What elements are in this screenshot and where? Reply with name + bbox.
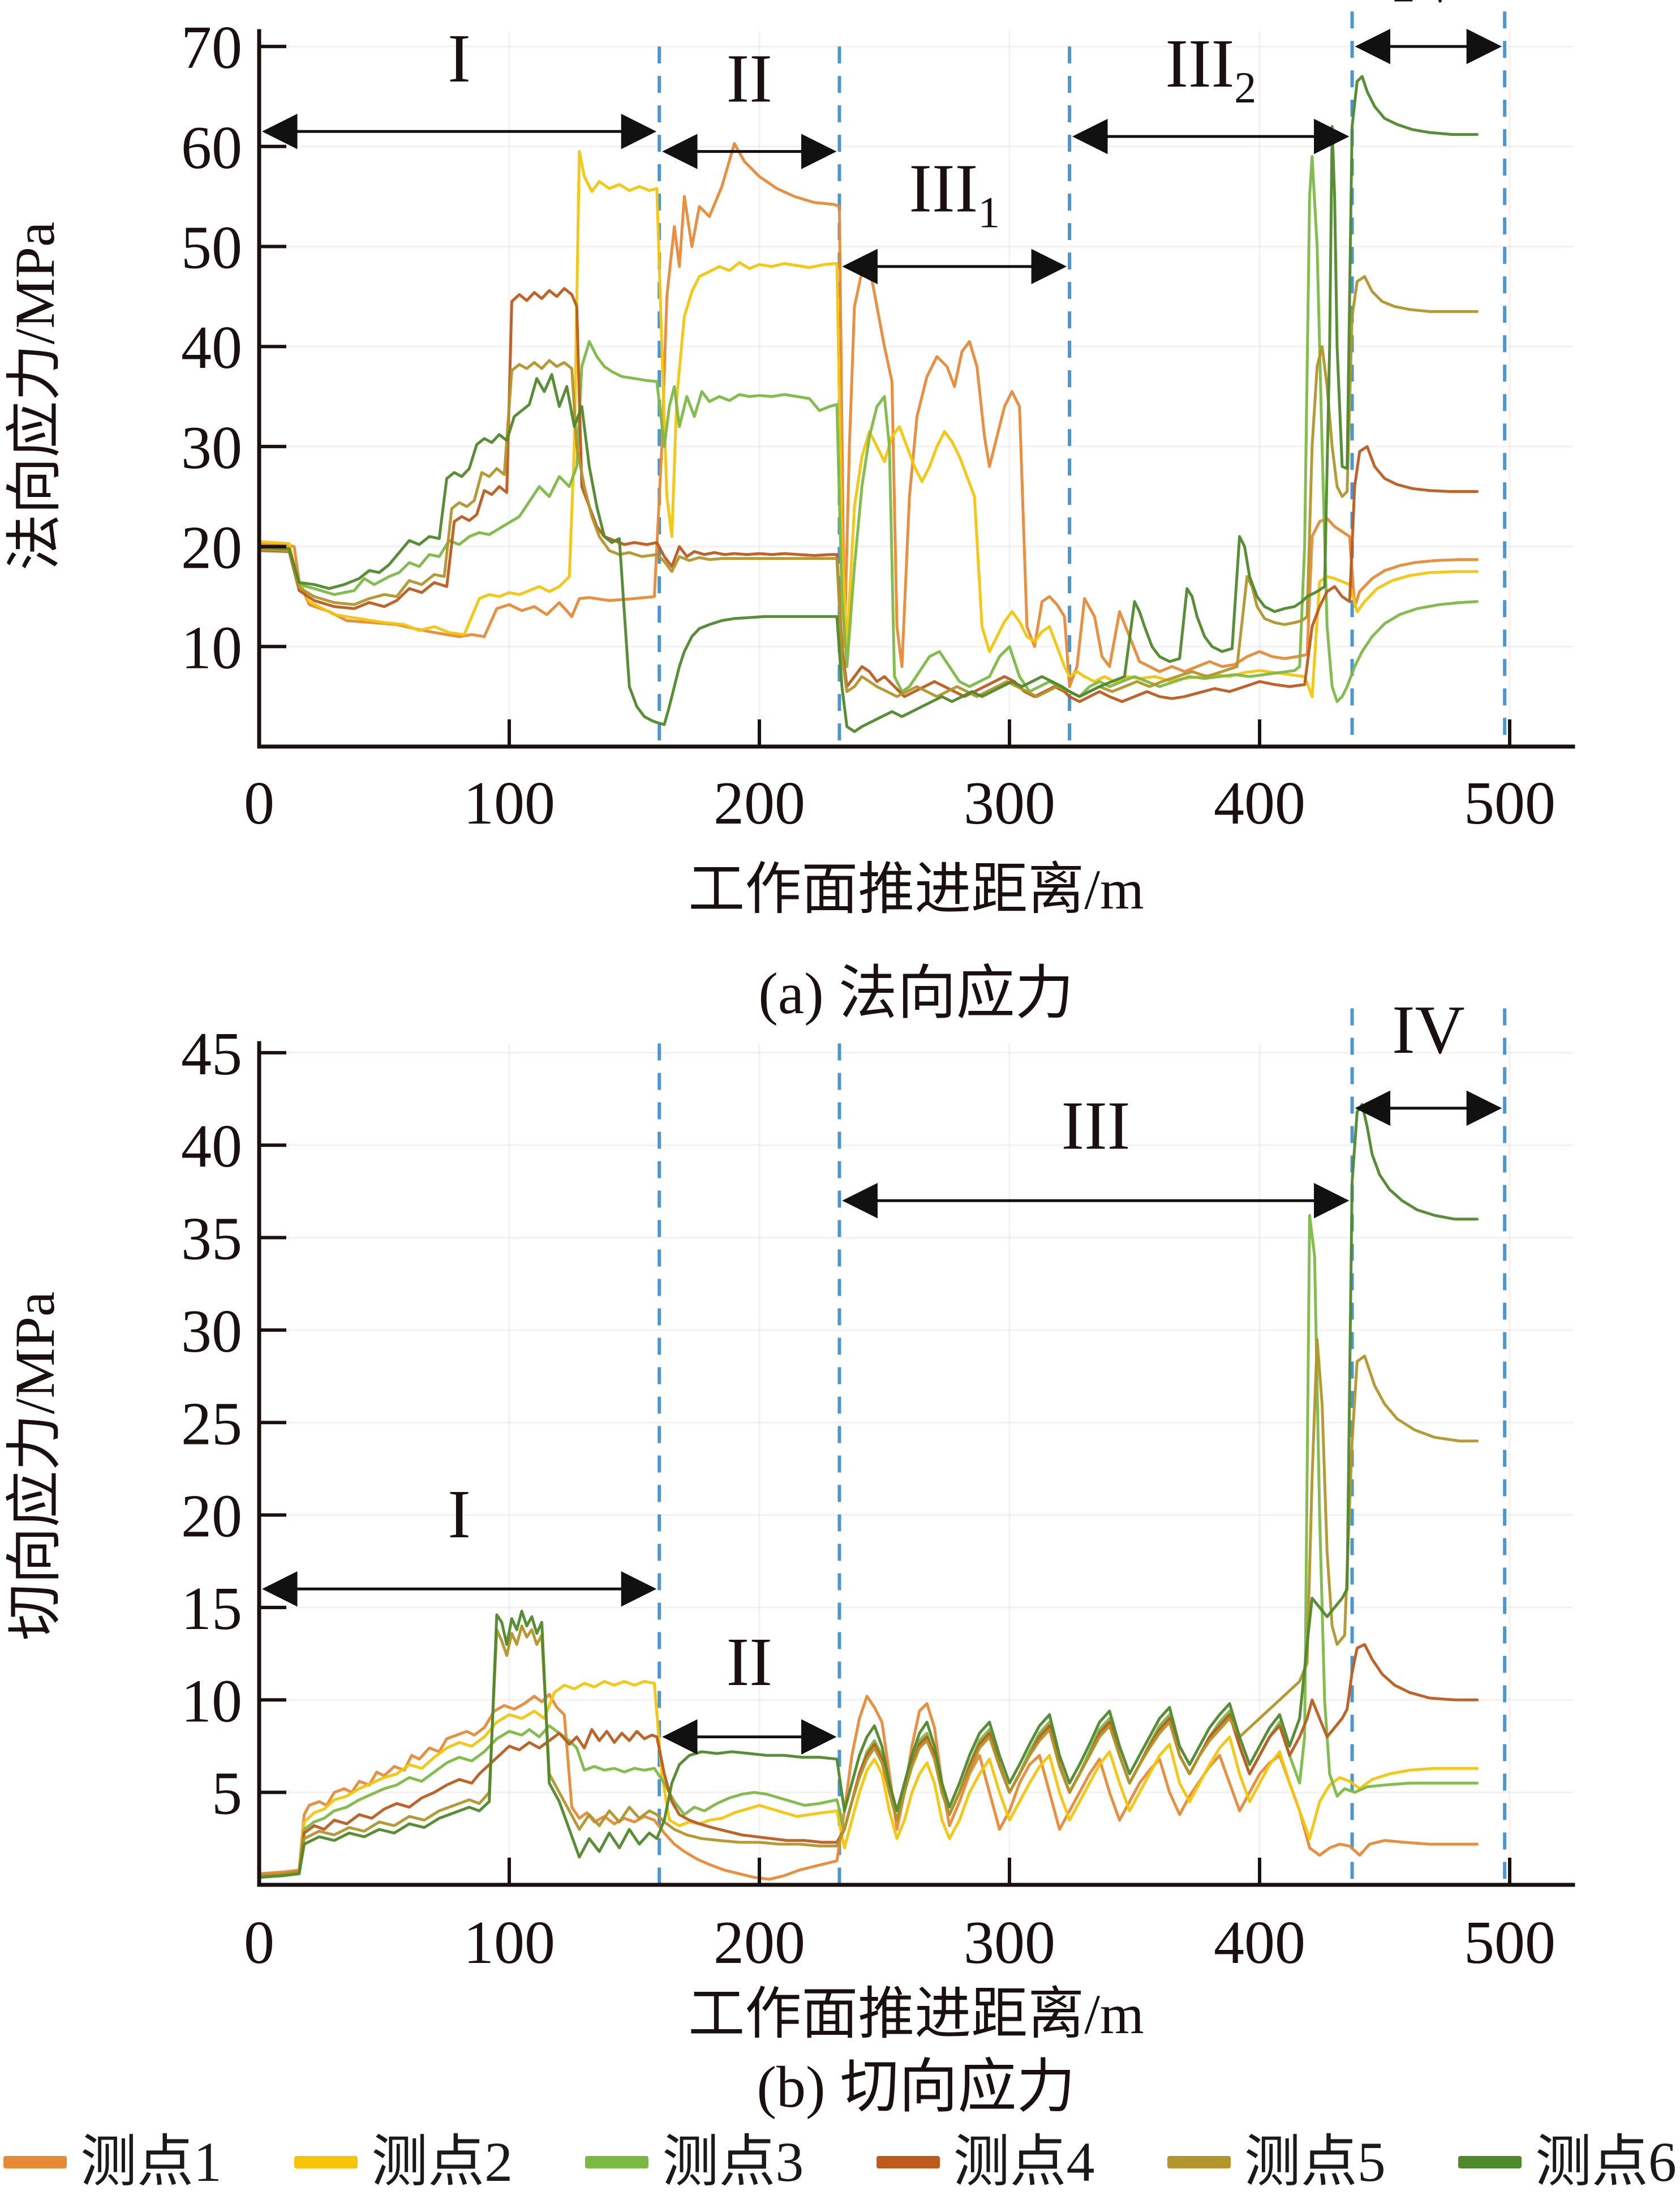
zone-label: IV bbox=[1392, 0, 1465, 17]
series-line bbox=[257, 287, 1479, 703]
axes bbox=[257, 29, 1575, 749]
x-tick-label: 200 bbox=[714, 770, 805, 837]
series-line bbox=[257, 150, 1479, 698]
x-tick-label: 0 bbox=[244, 1909, 274, 1977]
y-tick-label: 40 bbox=[181, 1113, 242, 1180]
series-line bbox=[257, 142, 1479, 688]
y-tick-label: 20 bbox=[181, 515, 242, 582]
x-tick-label: 200 bbox=[714, 1909, 805, 1977]
legend-label-3: 测点3 bbox=[662, 2130, 804, 2193]
zone-label: II bbox=[727, 40, 772, 117]
legend-label-2: 测点2 bbox=[371, 2130, 513, 2193]
zone-label: II bbox=[727, 1624, 772, 1700]
series-line bbox=[257, 1693, 1479, 1881]
legend-label-4: 测点4 bbox=[953, 2130, 1095, 2193]
y-tick-label: 20 bbox=[181, 1483, 242, 1550]
legend-label-5: 测点5 bbox=[1244, 2130, 1386, 2193]
y-tick-label: 10 bbox=[181, 1667, 242, 1735]
y-tick-label: 45 bbox=[181, 1021, 242, 1088]
y-tick-label: 10 bbox=[181, 614, 242, 681]
legend-swatch-4 bbox=[876, 2156, 940, 2168]
zone-label: III1 bbox=[909, 151, 1000, 237]
series-line bbox=[257, 1337, 1479, 1877]
x-tick-label: 100 bbox=[463, 770, 555, 837]
series-line bbox=[257, 75, 1479, 733]
series-line bbox=[257, 155, 1479, 703]
chart-b-caption: (b) 切向应力 bbox=[757, 2055, 1075, 2120]
chart-a-caption: (a) 法向应力 bbox=[758, 961, 1073, 1026]
x-tick-label: 100 bbox=[463, 1909, 555, 1977]
series-line bbox=[257, 1680, 1479, 1877]
legend-item-2: 测点2 bbox=[294, 2134, 513, 2190]
y-tick-label: 5 bbox=[212, 1760, 242, 1828]
zone-label: III bbox=[1062, 1088, 1131, 1164]
x-tick-label: 300 bbox=[964, 770, 1055, 837]
x-tick-label: 500 bbox=[1464, 770, 1556, 837]
y-tick-label: 15 bbox=[181, 1575, 242, 1643]
zone-label: IV bbox=[1392, 992, 1465, 1068]
x-tick-label: 400 bbox=[1214, 1909, 1305, 1977]
legend-item-1: 测点1 bbox=[3, 2134, 222, 2190]
x-tick-label: 0 bbox=[244, 770, 274, 837]
zone-label: I bbox=[448, 20, 471, 97]
chart-a-y-axis-title: 法向应力/MPa bbox=[3, 222, 66, 571]
zone-label: I bbox=[448, 1476, 471, 1553]
legend-label-6: 测点6 bbox=[1535, 2130, 1677, 2193]
y-tick-label: 70 bbox=[181, 14, 242, 82]
series-line bbox=[257, 1214, 1479, 1877]
legend: 测点1 测点2 测点3 测点4 测点5 测点6 bbox=[0, 2129, 1680, 2195]
legend-item-4: 测点4 bbox=[876, 2134, 1095, 2190]
zone-label: III2 bbox=[1165, 25, 1256, 112]
y-tick-label: 30 bbox=[181, 414, 242, 482]
gridlines bbox=[258, 31, 1573, 747]
series-line bbox=[257, 1103, 1479, 1879]
legend-swatch-2 bbox=[294, 2156, 358, 2168]
x-tick-label: 300 bbox=[964, 1909, 1055, 1977]
y-tick-label: 50 bbox=[181, 215, 242, 282]
chart-a-x-axis-title: 工作面推进距离/m bbox=[688, 858, 1144, 921]
y-tick-label: 35 bbox=[181, 1206, 242, 1273]
legend-item-5: 测点5 bbox=[1167, 2134, 1386, 2190]
legend-item-3: 测点3 bbox=[585, 2134, 804, 2190]
chart-b-x-axis-title: 工作面推进距离/m bbox=[688, 1983, 1144, 2046]
y-tick-label: 25 bbox=[181, 1390, 242, 1457]
y-tick-label: 60 bbox=[181, 114, 242, 182]
legend-item-6: 测点6 bbox=[1458, 2134, 1677, 2190]
x-tick-label: 500 bbox=[1464, 1909, 1556, 1977]
legend-label-1: 测点1 bbox=[80, 2130, 222, 2193]
y-tick-label: 30 bbox=[181, 1298, 242, 1365]
x-tick-label: 400 bbox=[1214, 770, 1305, 837]
legend-swatch-3 bbox=[585, 2156, 649, 2168]
y-tick-label: 40 bbox=[181, 314, 242, 381]
legend-swatch-1 bbox=[3, 2156, 67, 2168]
series-line bbox=[257, 275, 1479, 698]
legend-swatch-6 bbox=[1458, 2156, 1522, 2168]
series-line bbox=[257, 1643, 1479, 1877]
legend-swatch-5 bbox=[1167, 2156, 1231, 2168]
chart-b-y-axis-title: 切向应力/MPa bbox=[3, 1292, 66, 1641]
